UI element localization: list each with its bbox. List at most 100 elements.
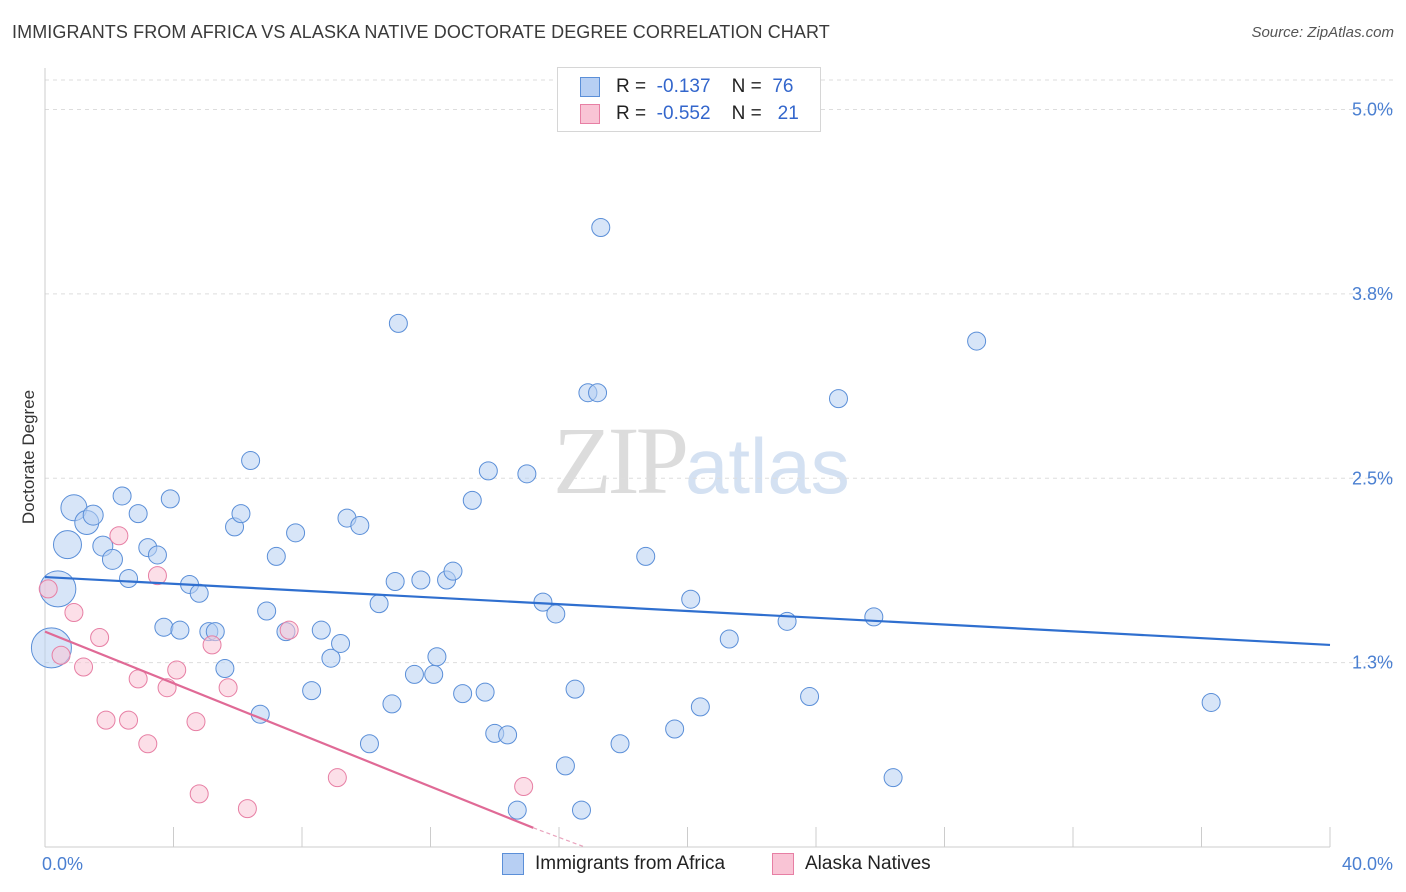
data-point — [591, 218, 611, 237]
data-point — [453, 684, 473, 704]
data-point — [119, 569, 139, 589]
bottom-legend-label-alaska: Alaska Natives — [805, 853, 931, 874]
data-point — [51, 645, 71, 665]
watermark: ZIPatlas — [553, 405, 850, 516]
correlation-legend: R = -0.137 N = 76 R = -0.552 N = 21 — [557, 67, 821, 132]
data-point — [311, 620, 331, 640]
data-point — [112, 486, 132, 506]
data-point — [128, 504, 148, 524]
data-point — [681, 589, 701, 609]
data-point — [1201, 692, 1221, 712]
y-tick-label: 1.3% — [1352, 653, 1393, 673]
data-point — [189, 583, 209, 603]
bottom-legend-label-africa: Immigrants from Africa — [535, 853, 726, 874]
data-point — [427, 647, 447, 667]
data-point — [546, 604, 566, 624]
legend-n-label: N = — [731, 76, 762, 97]
legend-text-alaska: R = -0.552 N = 21 — [616, 103, 799, 125]
data-point — [189, 784, 209, 804]
y-tick-label: 5.0% — [1352, 100, 1393, 120]
legend-n-label: N = — [731, 103, 762, 124]
trend-lines — [44, 575, 1331, 848]
data-point — [883, 768, 903, 788]
data-point — [286, 523, 306, 543]
data-point — [147, 566, 167, 586]
data-point — [170, 620, 190, 640]
chart-title: IMMIGRANTS FROM AFRICA VS ALASKA NATIVE … — [12, 22, 830, 42]
data-point — [202, 635, 222, 655]
data-point — [514, 777, 534, 797]
data-point — [52, 530, 82, 560]
data-point — [241, 451, 261, 471]
data-point — [690, 697, 710, 717]
gridlines — [45, 79, 1395, 664]
legend-r-value: -0.137 — [656, 76, 711, 97]
data-point — [279, 620, 299, 640]
data-point — [571, 800, 591, 820]
data-point — [475, 682, 495, 702]
legend-r-value: -0.552 — [656, 103, 711, 124]
data-point — [321, 648, 341, 668]
series-immigrants-from-africa — [30, 218, 1221, 820]
data-point — [665, 719, 685, 739]
source-label: Source: ZipAtlas.com — [1251, 24, 1394, 41]
data-point — [231, 504, 251, 524]
data-point — [462, 490, 482, 510]
data-point — [565, 679, 585, 699]
data-point — [404, 664, 424, 684]
data-point — [507, 800, 527, 820]
trend-line-alaska — [44, 630, 534, 829]
data-point — [498, 725, 518, 745]
data-point — [109, 526, 129, 546]
data-point — [369, 594, 389, 614]
x-tick-label-min: 0.0% — [42, 854, 83, 874]
legend-swatch-africa — [580, 77, 600, 97]
data-point — [186, 712, 206, 732]
data-point — [74, 657, 94, 677]
y-tick-label: 2.5% — [1352, 468, 1393, 488]
data-point — [96, 710, 116, 730]
data-point — [101, 548, 123, 570]
trend-line-africa — [44, 575, 1331, 647]
y-tick-label: 3.8% — [1352, 284, 1393, 304]
data-point — [588, 383, 608, 403]
y-axis-title: Doctorate Degree — [19, 389, 38, 525]
data-point — [382, 694, 402, 714]
data-point — [424, 664, 444, 684]
data-point — [237, 799, 257, 819]
trend-line-alaska-extension — [533, 827, 585, 848]
watermark-atlas: atlas — [685, 422, 850, 510]
legend-n-value: 21 — [777, 103, 799, 124]
axes — [44, 68, 1331, 848]
data-point — [555, 756, 575, 776]
bottom-legend-swatch-alaska — [772, 853, 794, 875]
data-point — [82, 504, 104, 526]
data-point — [331, 633, 351, 653]
data-point — [800, 687, 820, 707]
legend-r-label: R = — [616, 103, 647, 124]
data-point — [385, 572, 405, 591]
legend-n-value: 76 — [772, 76, 794, 97]
data-point — [636, 546, 656, 566]
data-point — [154, 617, 174, 637]
data-point — [967, 331, 987, 351]
data-point — [828, 389, 848, 409]
series-alaska-natives — [38, 526, 534, 819]
data-point — [167, 660, 187, 680]
bottom-legend-swatch-africa — [502, 853, 524, 875]
legend-swatch-alaska — [580, 104, 600, 124]
data-point — [864, 607, 884, 627]
data-point — [138, 734, 158, 754]
data-point — [719, 629, 739, 649]
data-point — [388, 313, 408, 333]
data-point — [350, 515, 370, 535]
data-point — [38, 579, 58, 599]
data-point — [443, 561, 463, 581]
data-point — [610, 734, 630, 754]
data-point — [257, 601, 277, 621]
data-point — [160, 489, 180, 509]
data-point — [218, 678, 238, 698]
tick-labels: 1.3% 2.5% 3.8% 5.0% 0.0% 40.0% — [42, 100, 1393, 875]
data-point — [119, 710, 139, 730]
